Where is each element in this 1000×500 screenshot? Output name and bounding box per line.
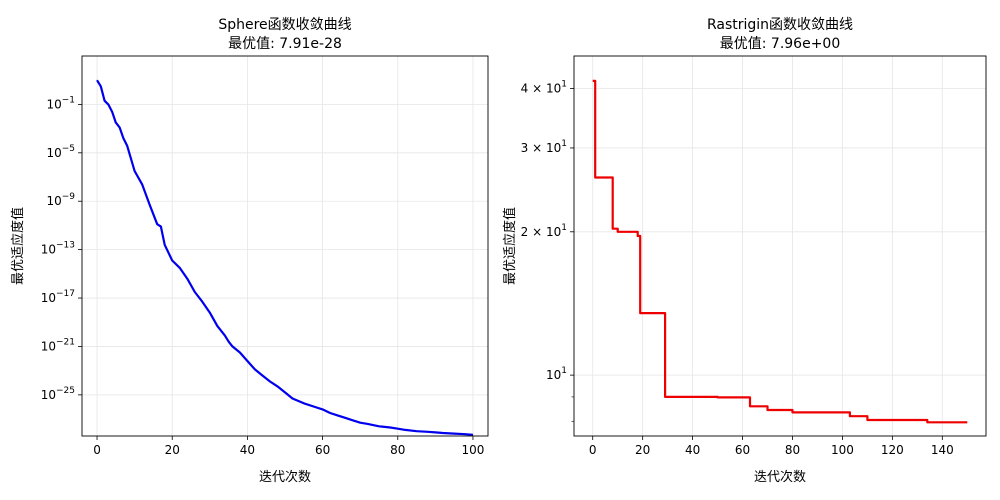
y-tick-label: 10−9	[46, 192, 75, 208]
x-tick-label: 100	[462, 443, 485, 457]
x-tick-label: 0	[93, 443, 101, 457]
x-tick-label: 80	[390, 443, 405, 457]
plot-frame	[573, 55, 987, 437]
y-axis-label: 最优适应度值	[10, 207, 26, 285]
y-tick-label: 3 × 101	[521, 139, 567, 155]
x-axis-label: 迭代次数	[754, 469, 806, 485]
x-tick-label: 0	[589, 443, 597, 457]
chart-subtitle: 最优值: 7.96e+00	[720, 36, 841, 52]
x-tick-label: 40	[240, 443, 255, 457]
x-tick-label: 100	[831, 443, 854, 457]
y-tick-label: 2 × 101	[521, 223, 567, 239]
series-line	[592, 79, 968, 424]
y-tick-label: 10−17	[41, 289, 75, 305]
x-tick-label: 20	[635, 443, 650, 457]
y-axis-label: 最优适应度值	[502, 207, 518, 285]
plot-frame	[81, 55, 489, 437]
x-tick-label: 40	[685, 443, 700, 457]
chart-subtitle: 最优值: 7.91e-28	[228, 36, 342, 52]
y-tick-label: 10−5	[46, 144, 75, 160]
y-tick-label: 101	[546, 366, 567, 382]
chart-title: Sphere函数收敛曲线	[218, 17, 351, 33]
x-tick-label: 60	[735, 443, 750, 457]
x-tick-label: 60	[315, 443, 330, 457]
y-tick-label: 10−21	[41, 337, 75, 353]
y-tick-label: 10−1	[46, 95, 75, 111]
y-tick-label: 10−25	[41, 386, 75, 402]
y-tick-label: 4 × 101	[521, 79, 567, 95]
x-tick-label: 80	[785, 443, 800, 457]
x-axis-label: 迭代次数	[259, 469, 311, 485]
x-tick-label: 120	[881, 443, 904, 457]
x-tick-label: 20	[165, 443, 180, 457]
chart-title: Rastrigin函数收敛曲线	[707, 17, 853, 33]
x-tick-label: 140	[931, 443, 954, 457]
series-line	[96, 79, 474, 436]
y-tick-label: 10−13	[41, 241, 75, 257]
